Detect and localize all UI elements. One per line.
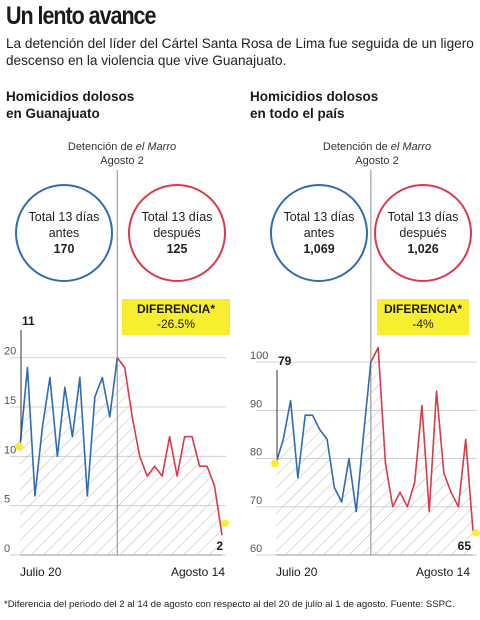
left-ytick-label: 5	[4, 494, 10, 506]
left-ytick-label: 20	[4, 346, 16, 358]
left-xlabel-first: Julio 20	[20, 565, 62, 579]
left-area-hatch	[20, 357, 222, 555]
right-after-value: 1,026	[407, 242, 439, 256]
right-end-label: 65	[458, 539, 472, 553]
right-title-line1: Homicidios dolosos	[250, 89, 379, 104]
right-event-date: Agosto 2	[355, 155, 399, 167]
left-chart-title: Homicidios dolosos en Guanajuato	[6, 88, 226, 122]
right-start-marker	[271, 459, 279, 468]
left-title-line2: en Guanajuato	[6, 106, 100, 121]
right-ytick-label: 90	[250, 398, 262, 410]
left-start-marker	[15, 442, 23, 451]
left-end-label: 2	[216, 539, 223, 553]
right-title-line2: en todo el país	[250, 106, 345, 121]
left-event-annotation: Detención de el Marro Agosto 2	[27, 140, 217, 168]
left-series-after	[116, 357, 223, 536]
left-xlabel-last: Agosto 14	[171, 565, 225, 579]
left-before-line2: antes	[48, 226, 80, 240]
left-circle-before: Total 13 días antes 170	[15, 184, 113, 282]
right-xlabel-last: Agosto 14	[416, 565, 470, 579]
right-before-line2: antes	[303, 226, 335, 240]
right-event-name: el Marro	[390, 141, 432, 153]
right-circle-before: Total 13 días antes 1,069	[270, 184, 368, 282]
right-diff-label: DIFERENCIA*	[383, 302, 462, 316]
chart-guanajuato: 0 5 10 15 20 11 2 Julio 20 Agosto 14	[4, 170, 229, 579]
left-event-pre: Detención de	[67, 141, 136, 153]
left-circle-after: Total 13 días después 125	[128, 184, 226, 282]
page-title: Un lento avance	[6, 2, 156, 30]
left-diff-label: DIFERENCIA*	[136, 302, 215, 316]
page-subtitle: La detención del líder del Cártel Santa …	[6, 36, 474, 68]
right-after-line1: Total 13 días	[387, 210, 459, 224]
left-diff-value: -26.5%	[156, 317, 196, 331]
left-after-value: 125	[166, 242, 188, 256]
left-event-date: Agosto 2	[100, 155, 144, 167]
left-after-line2: después	[153, 226, 201, 240]
left-ytick-label: 15	[4, 395, 16, 407]
left-start-label: 11	[22, 314, 35, 328]
footnote: *Diferencia del periodo del 2 al 14 de a…	[4, 599, 455, 610]
right-end-marker	[472, 529, 480, 537]
right-ytick-label: 80	[250, 447, 262, 459]
right-chart-title: Homicidios dolosos en todo el país	[250, 88, 470, 122]
right-xlabel-first: Julio 20	[276, 565, 318, 579]
left-ytick-label: 0	[4, 543, 10, 555]
right-area-hatch	[276, 347, 473, 555]
left-ytick-label: 10	[4, 444, 16, 456]
right-ytick-label: 60	[250, 543, 262, 555]
right-series-before	[275, 362, 372, 513]
left-after-line1: Total 13 días	[141, 210, 213, 224]
left-title-line1: Homicidios dolosos	[6, 89, 135, 104]
left-before-line1: Total 13 días	[28, 210, 100, 224]
left-end-marker	[221, 519, 229, 527]
left-event-name: el Marro	[135, 141, 177, 153]
right-after-line2: después	[399, 226, 447, 240]
chart-nacional: 60 70 80 90 100 79 65 Julio 20 Agosto 14	[250, 170, 480, 579]
right-diff-value: -4%	[412, 317, 434, 331]
right-ytick-label: 100	[250, 350, 268, 362]
right-event-annotation: Detención de el Marro Agosto 2	[282, 140, 472, 168]
right-series-after	[370, 346, 474, 531]
left-difference-badge: DIFERENCIA* -26.5%	[122, 299, 230, 335]
left-before-value: 170	[53, 242, 75, 256]
right-difference-badge: DIFERENCIA* -4%	[377, 299, 469, 335]
right-event-pre: Detención de	[322, 141, 391, 153]
left-series-before	[19, 357, 119, 497]
right-before-value: 1,069	[303, 242, 335, 256]
right-ytick-label: 70	[250, 495, 262, 507]
right-before-line1: Total 13 días	[283, 210, 355, 224]
right-start-label: 79	[278, 354, 292, 368]
right-circle-after: Total 13 días después 1,026	[374, 184, 472, 282]
